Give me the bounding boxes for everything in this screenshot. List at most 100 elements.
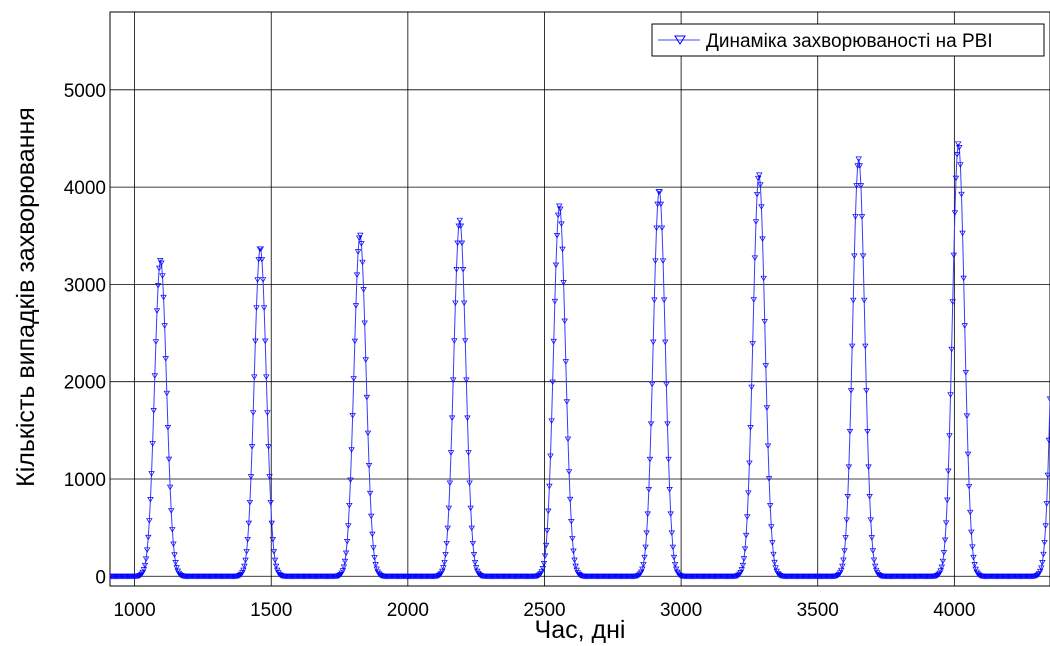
data-point: [560, 280, 567, 286]
data-point: [1044, 472, 1050, 479]
data-point: [248, 444, 256, 450]
data-point: [266, 474, 273, 480]
data-point: [566, 496, 574, 503]
data-point: [734, 573, 741, 579]
data-point: [346, 502, 353, 509]
data-point: [965, 483, 973, 490]
data-point: [457, 223, 465, 230]
data-point: [759, 236, 766, 242]
data-point: [561, 318, 568, 325]
data-point: [745, 490, 752, 496]
data-point: [459, 267, 467, 273]
data-point: [353, 272, 361, 278]
data-point: [241, 563, 248, 570]
data-point: [954, 141, 962, 147]
data-point: [834, 572, 842, 579]
data-point: [564, 436, 572, 443]
y-tick-label: 2000: [64, 373, 106, 394]
data-point: [970, 554, 977, 561]
data-point: [942, 520, 950, 526]
data-point: [542, 542, 550, 549]
data-point: [570, 548, 577, 555]
data-point: [963, 413, 971, 419]
data-point: [454, 240, 461, 247]
data-point: [460, 300, 468, 307]
data-point: [137, 572, 144, 579]
data-point: [647, 421, 655, 427]
data-point: [764, 443, 772, 449]
data-point: [770, 551, 777, 558]
data-point: [662, 339, 669, 346]
data-point: [336, 572, 343, 579]
data-point: [952, 175, 960, 182]
data-point: [464, 415, 471, 421]
data-point: [872, 567, 880, 574]
data-point: [245, 520, 253, 527]
data-point: [167, 508, 175, 514]
data-point: [339, 568, 347, 574]
y-tick-label: 1000: [64, 470, 106, 491]
data-point: [969, 544, 976, 550]
data-point: [635, 572, 643, 579]
data-point: [143, 547, 151, 553]
data-point: [110, 573, 114, 580]
data-point: [469, 540, 477, 547]
data-point: [951, 210, 959, 216]
data-point: [267, 499, 274, 506]
data-point: [145, 534, 152, 541]
data-point: [448, 415, 456, 421]
data-point: [341, 558, 349, 565]
data-point: [747, 425, 754, 431]
data-point: [462, 338, 469, 344]
data-point: [966, 509, 974, 516]
x-tick-label: 2000: [387, 600, 429, 621]
data-point: [855, 156, 862, 162]
data-point: [158, 260, 165, 267]
data-point: [552, 262, 560, 269]
data-point: [643, 530, 650, 536]
data-point: [1043, 501, 1050, 507]
x-tick-label: 1500: [250, 600, 292, 621]
data-point: [753, 191, 761, 198]
data-point: [772, 565, 779, 571]
data-point: [264, 410, 271, 416]
data-point: [349, 413, 356, 419]
data-point: [554, 212, 562, 219]
data-point: [468, 525, 476, 532]
data-point: [940, 550, 948, 556]
data-point: [648, 381, 656, 388]
data-point: [150, 408, 157, 414]
data-point: [833, 573, 841, 579]
data-point: [735, 572, 742, 579]
data-point: [947, 392, 954, 398]
data-point: [956, 145, 963, 151]
data-point: [471, 559, 479, 566]
data-point: [449, 377, 457, 383]
x-tick-label: 3500: [797, 600, 839, 621]
data-point: [445, 505, 453, 512]
ticks: 1000 1500 2000 2500 3000 3500 4000 0 1000 2000 300…: [64, 81, 976, 621]
x-tick-label: 2500: [523, 600, 565, 621]
data-point: [362, 357, 369, 363]
x-axis-label: Час, дні: [535, 616, 626, 644]
y-axis-label: Кількість випадків захворювання: [12, 107, 40, 487]
data-point: [968, 529, 975, 536]
data-point: [253, 305, 260, 311]
data-point: [762, 363, 770, 369]
data-point: [950, 252, 958, 259]
data-point: [948, 346, 955, 353]
data-point: [858, 214, 866, 220]
data-point: [369, 531, 376, 538]
data-point: [645, 487, 653, 493]
data-point: [173, 565, 180, 571]
data-point: [446, 480, 454, 487]
data-point: [342, 550, 350, 557]
data-point: [465, 450, 472, 456]
data-point: [271, 557, 279, 564]
y-tick-label: 4000: [64, 178, 106, 199]
data-point: [440, 565, 447, 571]
data-point: [370, 545, 377, 551]
data-point: [651, 297, 658, 303]
data-point: [939, 558, 947, 565]
data-point: [351, 338, 359, 345]
